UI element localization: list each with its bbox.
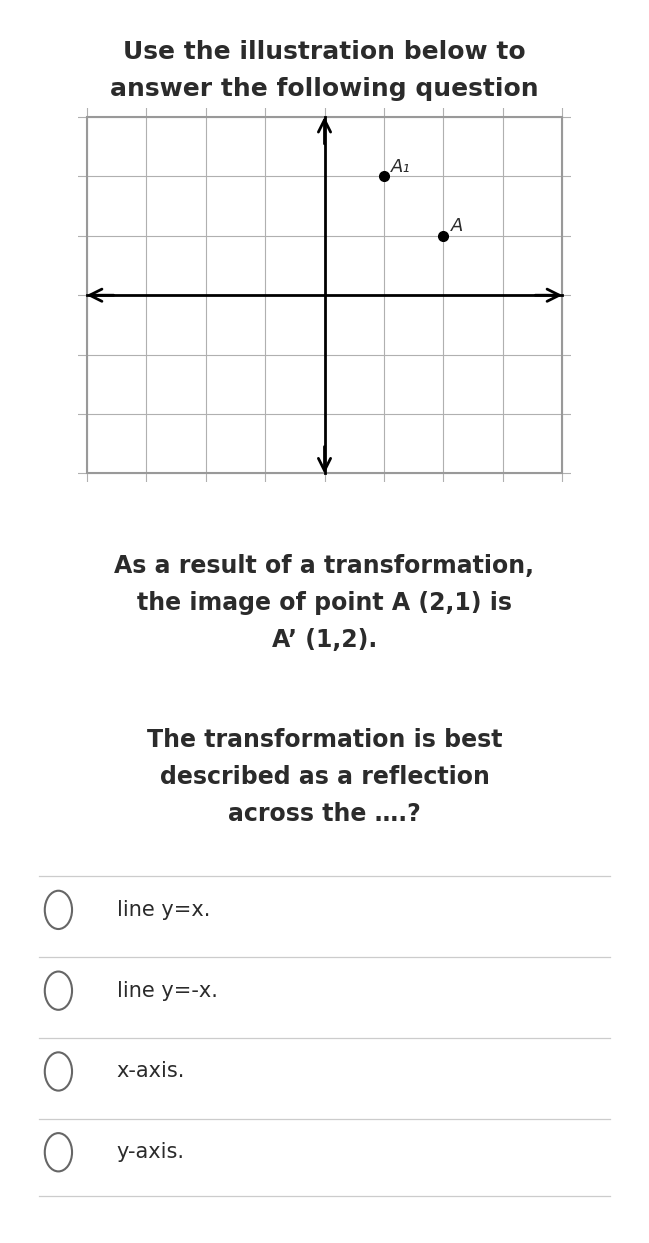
Text: A₁: A₁ bbox=[391, 158, 411, 175]
Text: across the ….?: across the ….? bbox=[228, 802, 421, 827]
Text: y-axis.: y-axis. bbox=[117, 1142, 185, 1162]
Text: answer the following question: answer the following question bbox=[110, 77, 539, 102]
Text: described as a reflection: described as a reflection bbox=[160, 764, 489, 789]
Text: The transformation is best: The transformation is best bbox=[147, 727, 502, 752]
Text: Use the illustration below to: Use the illustration below to bbox=[123, 40, 526, 65]
Text: the image of point A (2,1) is: the image of point A (2,1) is bbox=[137, 590, 512, 615]
Text: line y=x.: line y=x. bbox=[117, 900, 210, 920]
Text: As a result of a transformation,: As a result of a transformation, bbox=[114, 553, 535, 578]
Text: A’ (1,2).: A’ (1,2). bbox=[272, 628, 377, 653]
Text: line y=-x.: line y=-x. bbox=[117, 981, 217, 1001]
Text: A: A bbox=[450, 218, 463, 235]
Text: x-axis.: x-axis. bbox=[117, 1062, 185, 1081]
